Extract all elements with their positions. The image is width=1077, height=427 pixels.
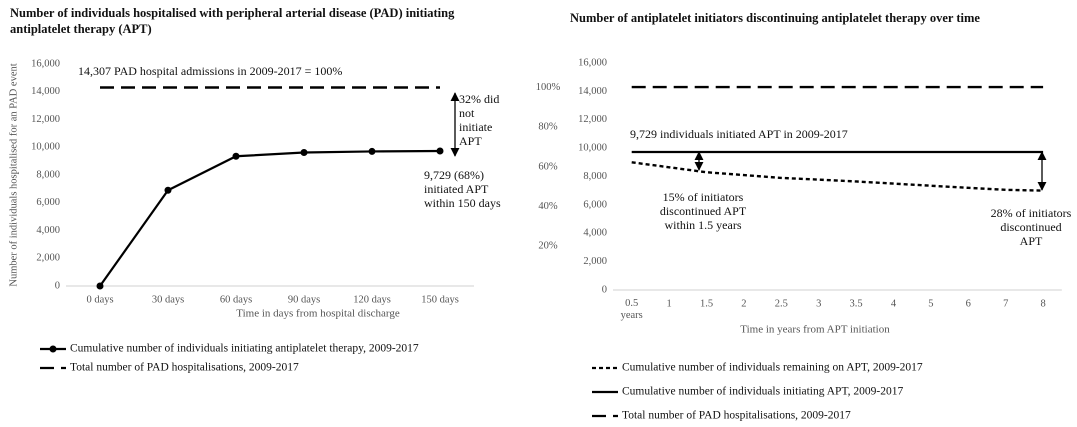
data-point bbox=[164, 186, 172, 194]
y-tick-label: 4,000 bbox=[36, 225, 60, 236]
y2-tick-label: 100% bbox=[536, 82, 561, 93]
legend-label: Total number of PAD hospitalisations, 20… bbox=[622, 410, 851, 422]
series-line bbox=[631, 161, 1044, 192]
annotation: 15% of initiators discontinued APT withi… bbox=[659, 190, 747, 232]
y-tick-label: 8,000 bbox=[583, 171, 607, 182]
y-tick-label: 14,000 bbox=[578, 86, 607, 97]
y2-tick-label: 40% bbox=[538, 201, 558, 212]
y2-tick-label: 80% bbox=[538, 122, 558, 133]
y-tick-label: 12,000 bbox=[31, 114, 60, 125]
y-tick-label: 6,000 bbox=[36, 197, 60, 208]
data-point bbox=[300, 149, 308, 157]
x-tick-label: 6 bbox=[966, 298, 971, 309]
annotation: 9,729 (68%) initiated APT within 150 day… bbox=[424, 168, 501, 210]
data-point bbox=[96, 282, 104, 290]
series-line bbox=[99, 149, 441, 287]
legend-label: Total number of PAD hospitalisations, 20… bbox=[70, 362, 299, 374]
x-tick-label: 0 days bbox=[86, 294, 113, 305]
x-tick-label: 30 days bbox=[152, 294, 184, 305]
y-tick-label: 14,000 bbox=[31, 86, 60, 97]
x-tick-label: 2 bbox=[741, 298, 746, 309]
x-tick-label: 2.5 bbox=[775, 298, 788, 309]
y-tick-label: 4,000 bbox=[583, 228, 607, 239]
annotation: 28% of initiators discontinued APT bbox=[990, 206, 1072, 248]
y2-tick-label: 60% bbox=[538, 161, 558, 172]
y-tick-label: 2,000 bbox=[36, 253, 60, 264]
legend-label: Cumulative number of individuals remaini… bbox=[622, 362, 923, 374]
y-tick-label: 2,000 bbox=[583, 256, 607, 267]
annotation: 9,729 individuals initiated APT in 2009-… bbox=[630, 127, 848, 141]
data-point bbox=[436, 147, 444, 155]
x-tick-label: 4 bbox=[891, 298, 897, 309]
y-tick-label: 16,000 bbox=[31, 58, 60, 69]
data-point bbox=[368, 147, 376, 155]
x-tick-label: 150 days bbox=[421, 294, 459, 305]
x-tick-label: 60 days bbox=[220, 294, 252, 305]
x-tick-label: 3 bbox=[816, 298, 821, 309]
legend-label: Cumulative number of individuals initiat… bbox=[70, 343, 419, 355]
annotation: 32% did not initiate APT bbox=[459, 92, 500, 148]
y-tick-label: 10,000 bbox=[31, 142, 60, 153]
y-tick-label: 6,000 bbox=[583, 199, 607, 210]
y-tick-label: 0 bbox=[602, 284, 607, 295]
x-axis-title: Time in years from APT initiation bbox=[740, 324, 890, 336]
y2-tick-label: 20% bbox=[538, 241, 558, 252]
x-tick-label: 3.5 bbox=[850, 298, 863, 309]
y-tick-label: 0 bbox=[55, 280, 60, 291]
legend-marker bbox=[49, 345, 57, 353]
x-tick-label: 8 bbox=[1040, 298, 1045, 309]
y-tick-label: 12,000 bbox=[578, 114, 607, 125]
y-tick-label: 16,000 bbox=[578, 57, 607, 68]
x-tick-label: 7 bbox=[1003, 298, 1008, 309]
x-axis-title: Time in days from hospital discharge bbox=[236, 308, 400, 320]
chart-title: Number of individuals hospitalised with … bbox=[10, 6, 455, 36]
legend-label: Cumulative number of individuals initiat… bbox=[622, 386, 903, 398]
x-tick-label: 1.5 bbox=[700, 298, 713, 309]
y-axis-title: Number of individuals hospitalised for a… bbox=[8, 63, 19, 286]
y-tick-label: 10,000 bbox=[578, 143, 607, 154]
chart-title: Number of antiplatelet initiators discon… bbox=[570, 11, 980, 25]
x-tick-label: 1 bbox=[666, 298, 671, 309]
x-tick-label: 120 days bbox=[353, 294, 391, 305]
x-tick-label: 5 bbox=[928, 298, 933, 309]
y-tick-label: 8,000 bbox=[36, 169, 60, 180]
x-tick-label: 0.5 years bbox=[621, 298, 643, 321]
x-tick-label: 90 days bbox=[288, 294, 320, 305]
annotation: 14,307 PAD hospital admissions in 2009-2… bbox=[78, 64, 343, 78]
data-point bbox=[232, 152, 240, 160]
